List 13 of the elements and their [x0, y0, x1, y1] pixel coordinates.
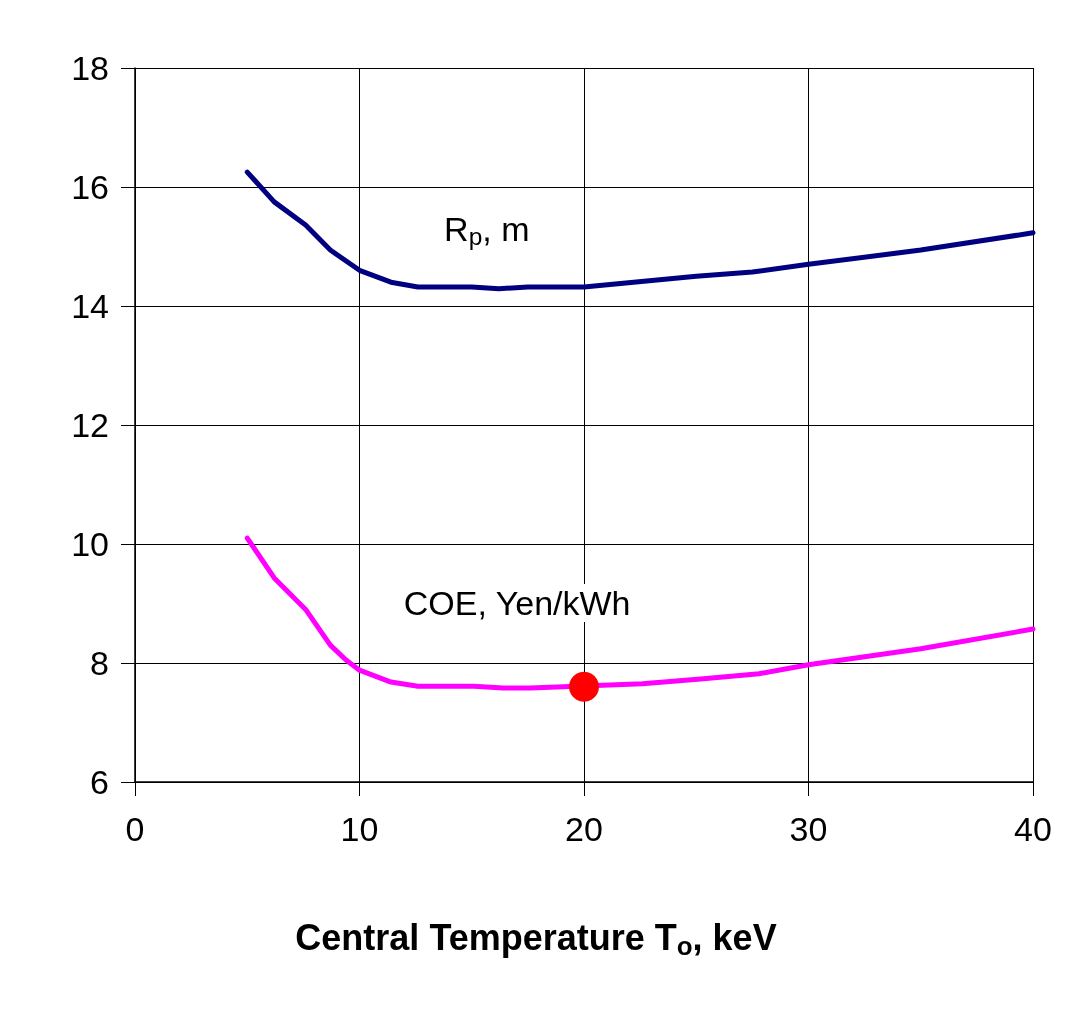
y-tick-label: 12 [71, 406, 109, 444]
y-tick-label: 14 [71, 287, 109, 325]
x-tick-label: 0 [125, 810, 145, 848]
y-tick-label: 6 [90, 763, 109, 801]
y-tick-label: 16 [71, 168, 109, 206]
y-tick-label: 8 [90, 644, 109, 682]
x-tick-label: 30 [789, 810, 828, 848]
x-tick-label: 40 [1014, 810, 1052, 848]
x-tick-label: 20 [565, 810, 603, 848]
y-tick-label: 10 [71, 525, 109, 563]
y-tick-label: 18 [71, 49, 109, 87]
x-tick-label: 10 [340, 810, 379, 848]
series-label: COE, Yen/kWh [403, 583, 631, 622]
